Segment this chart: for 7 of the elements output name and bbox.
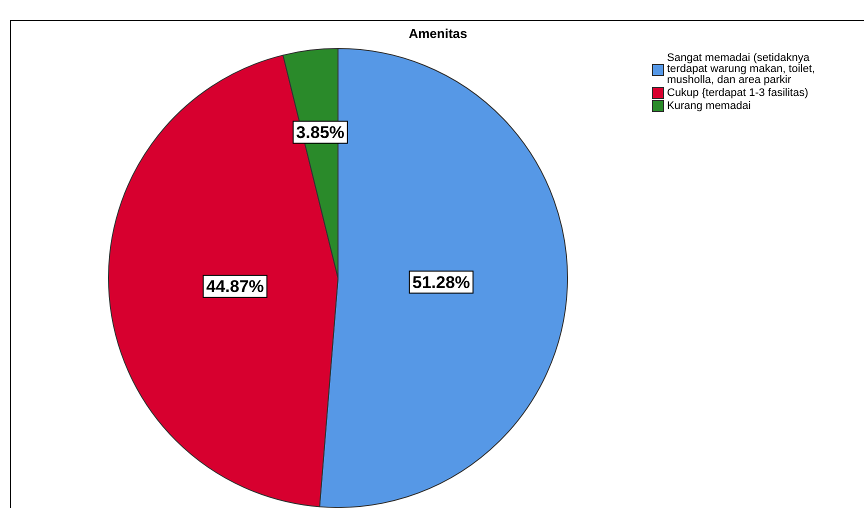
data-label: 3.85%	[296, 122, 344, 142]
legend-label: Kurang memadai	[667, 100, 751, 112]
legend-label: Sangat memadai (setidaknya terdapat warung makan, toilet, musholla, dan area parkir	[667, 52, 816, 86]
chart-title: Amenitas	[408, 26, 468, 41]
legend-label: Cukup {terdapat 1-3 fasilitas)	[667, 86, 808, 98]
data-label: 44.87%	[206, 277, 264, 296]
data-label: 51.28%	[412, 272, 470, 292]
